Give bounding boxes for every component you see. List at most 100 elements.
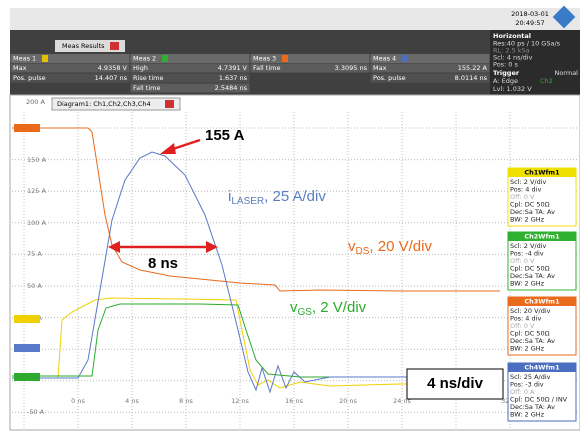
meas-row-value: 3.3095 ns bbox=[335, 64, 368, 72]
channel-box bbox=[507, 167, 577, 227]
meas-row bbox=[10, 73, 130, 83]
channel-line: Dec:Sa TA: Av bbox=[510, 337, 555, 345]
meas-col-name: Meas 3 bbox=[253, 55, 276, 63]
ch2-tag bbox=[14, 373, 40, 381]
x-label: 16 ns bbox=[285, 397, 303, 405]
channel-line: Off: 0 V bbox=[510, 322, 535, 330]
meas-row-value: 4.7391 V bbox=[218, 64, 248, 72]
meas-row bbox=[370, 63, 490, 73]
trigger-title: Trigger bbox=[493, 69, 520, 77]
channel-line: Scl: 2 V/div bbox=[510, 178, 547, 186]
x-label: 0 ns bbox=[71, 397, 85, 405]
trigger-line: Ch2 bbox=[540, 77, 553, 85]
horizontal-panel bbox=[490, 30, 580, 95]
x-label: 12 ns bbox=[231, 397, 249, 405]
date: 2018-03-01 bbox=[511, 10, 549, 18]
label-sub: DS bbox=[356, 246, 370, 257]
arrowhead bbox=[108, 241, 120, 253]
trace-ilaser bbox=[12, 151, 500, 394]
channel-line: Pos: -3 div bbox=[510, 381, 544, 389]
meas-row-label: Fall time bbox=[253, 64, 281, 72]
channel-name: Ch3Wfm1 bbox=[524, 298, 560, 306]
diagram-tab bbox=[51, 97, 181, 111]
trigger-line: A: Edge bbox=[493, 77, 518, 85]
vgs-label: vGS, 2 V/div bbox=[290, 299, 367, 318]
diagram-tab-label: Diagram1: Ch1,Ch2,Ch3,Ch4 bbox=[57, 100, 151, 108]
meas-row-value: 8.0114 ns bbox=[455, 74, 488, 82]
meas-col-name: Meas 1 bbox=[13, 55, 36, 63]
horizontal-line: Pos: 0 s bbox=[493, 61, 519, 69]
width-label: 8 ns bbox=[148, 255, 178, 272]
trigger-mode: Normal bbox=[554, 69, 578, 77]
meas-row-label: High bbox=[133, 64, 148, 72]
time: 20:49:57 bbox=[515, 19, 544, 27]
meas-col-header bbox=[130, 54, 250, 63]
close-button[interactable] bbox=[165, 100, 174, 108]
meas-row bbox=[130, 83, 250, 93]
label-rest: , 25 A/div bbox=[264, 188, 326, 205]
trace-vds bbox=[12, 127, 500, 292]
meas-row-label: Pos. pulse bbox=[13, 74, 46, 82]
horizontal-line: Res:40 ps / 10 GSa/s bbox=[493, 40, 561, 48]
label-main: i bbox=[228, 188, 231, 205]
channel-line: BW: 2 GHz bbox=[510, 345, 545, 353]
channel-line: BW: 2 GHz bbox=[510, 280, 545, 288]
meas-col-header bbox=[10, 54, 130, 63]
label-main: v bbox=[290, 299, 298, 316]
channel-name: Ch1Wfm1 bbox=[524, 169, 560, 177]
ch4-tag bbox=[14, 344, 40, 352]
channel-line: Off: 0 V bbox=[510, 193, 535, 201]
meas-row-value: 155.22 A bbox=[458, 64, 488, 72]
ch1-tag bbox=[14, 315, 40, 323]
scale-box bbox=[406, 368, 504, 400]
meas-tab bbox=[55, 40, 125, 52]
channel-line: Pos: -4 div bbox=[510, 250, 544, 258]
meas-title: Meas Results bbox=[62, 42, 105, 50]
channel-name: Ch4Wfm1 bbox=[524, 364, 560, 372]
channel-line: Dec:Sa TA: Av bbox=[510, 272, 555, 280]
channel-line: Pos: 4 div bbox=[510, 315, 541, 323]
peak-arrow bbox=[169, 138, 201, 152]
channel-line: Cpl: DC 50Ω bbox=[510, 265, 550, 273]
channel-line: Scl: 2 V/div bbox=[510, 242, 547, 250]
meas-row-label: Rise time bbox=[133, 74, 163, 82]
channel-box bbox=[507, 231, 577, 291]
peak-label: 155 A bbox=[205, 127, 245, 144]
channel-header bbox=[508, 168, 576, 177]
traces bbox=[12, 127, 500, 394]
meas-col-name: Meas 2 bbox=[133, 55, 156, 63]
horizontal-line: Scl: 4 ns/div bbox=[493, 54, 533, 62]
meas-col-header bbox=[250, 54, 370, 63]
channel-line: Pos: 4 div bbox=[510, 186, 541, 194]
label-sub: LASER bbox=[231, 196, 264, 207]
channel-line: Dec:Sa TA: Av bbox=[510, 403, 555, 411]
channel-header bbox=[508, 297, 576, 306]
x-label: 8 ns bbox=[179, 397, 193, 405]
vds-label: vDS, 20 V/div bbox=[348, 238, 432, 257]
ilaser-label: iLASER, 25 A/div bbox=[228, 188, 326, 207]
meas-row bbox=[370, 73, 490, 83]
close-button[interactable] bbox=[110, 42, 119, 50]
label-rest: , 20 V/div bbox=[369, 238, 432, 255]
label-sub: GS bbox=[298, 307, 313, 318]
label-main: v bbox=[348, 238, 356, 255]
y-label: -50 A bbox=[27, 408, 45, 416]
meas-row bbox=[250, 63, 370, 73]
y-label: 50 A bbox=[27, 282, 42, 290]
meas-row bbox=[130, 63, 250, 73]
channel-line: Cpl: DC 50Ω bbox=[510, 201, 550, 209]
top-bar bbox=[10, 8, 580, 30]
meas-row-value: 2.5484 ns bbox=[215, 84, 248, 92]
channel-line: Scl: 20 V/div bbox=[510, 307, 551, 315]
channel-line: Scl: 25 A/div bbox=[510, 373, 551, 381]
horizontal-title: Horizontal bbox=[493, 32, 531, 40]
meas-row-label: Max bbox=[13, 64, 27, 72]
y-label: 100 A bbox=[27, 219, 46, 227]
meas-row bbox=[10, 63, 130, 73]
x-label: 4 ns bbox=[125, 397, 139, 405]
meas-icon bbox=[402, 55, 408, 62]
y-label: 125 A bbox=[27, 187, 46, 195]
meas-col-name: Meas 4 bbox=[373, 55, 396, 63]
meas-col-header bbox=[370, 54, 490, 63]
